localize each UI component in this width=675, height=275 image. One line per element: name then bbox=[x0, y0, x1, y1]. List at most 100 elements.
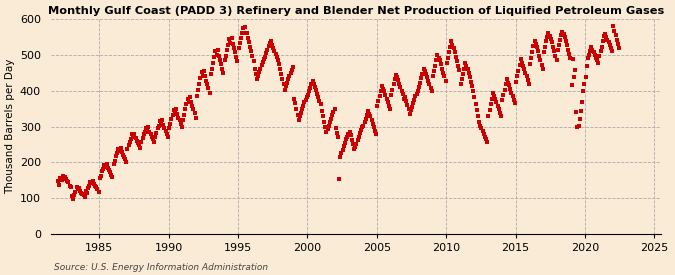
Point bbox=[95, 176, 105, 181]
Point bbox=[307, 78, 318, 83]
Point bbox=[356, 128, 367, 132]
Point bbox=[207, 66, 217, 71]
Point bbox=[372, 104, 383, 108]
Point bbox=[181, 102, 192, 106]
Point bbox=[57, 174, 68, 178]
Point bbox=[612, 38, 622, 42]
Point bbox=[168, 108, 179, 112]
Point bbox=[93, 189, 104, 194]
Point bbox=[343, 131, 354, 136]
Point bbox=[359, 120, 370, 124]
Point bbox=[605, 46, 616, 50]
Point bbox=[281, 84, 292, 89]
Point bbox=[224, 37, 235, 41]
Point bbox=[127, 132, 138, 137]
Point bbox=[560, 39, 571, 43]
Point bbox=[578, 89, 589, 94]
Point bbox=[83, 186, 94, 190]
Point bbox=[252, 77, 263, 81]
Text: Source: U.S. Energy Information Administration: Source: U.S. Energy Information Administ… bbox=[54, 263, 268, 272]
Point bbox=[256, 63, 267, 67]
Point bbox=[374, 94, 385, 98]
Point bbox=[69, 192, 80, 197]
Point bbox=[485, 102, 496, 106]
Point bbox=[90, 183, 101, 188]
Point bbox=[322, 127, 333, 131]
Point bbox=[271, 54, 282, 59]
Point bbox=[450, 50, 460, 54]
Point bbox=[213, 53, 224, 58]
Point bbox=[288, 65, 298, 70]
Point bbox=[554, 43, 564, 47]
Point bbox=[380, 93, 391, 97]
Point bbox=[406, 104, 417, 109]
Point bbox=[335, 155, 346, 159]
Point bbox=[247, 53, 258, 58]
Point bbox=[382, 100, 393, 104]
Point bbox=[580, 75, 591, 79]
Point bbox=[344, 130, 355, 134]
Point bbox=[184, 100, 194, 104]
Point bbox=[229, 46, 240, 51]
Point bbox=[219, 58, 230, 62]
Point bbox=[495, 114, 506, 119]
Point bbox=[398, 92, 408, 97]
Point bbox=[119, 155, 130, 159]
Point bbox=[404, 112, 415, 116]
Point bbox=[140, 126, 151, 131]
Point bbox=[364, 112, 375, 116]
Point bbox=[427, 73, 438, 78]
Point bbox=[283, 77, 294, 81]
Point bbox=[254, 70, 265, 74]
Point bbox=[513, 69, 524, 73]
Point bbox=[260, 54, 271, 59]
Point bbox=[466, 84, 477, 89]
Point bbox=[458, 71, 468, 76]
Point bbox=[189, 111, 200, 115]
Point bbox=[448, 46, 459, 50]
Point bbox=[383, 104, 394, 108]
Point bbox=[460, 60, 470, 65]
Point bbox=[262, 47, 273, 52]
Point bbox=[433, 56, 444, 60]
Point bbox=[145, 132, 156, 137]
Point bbox=[119, 157, 130, 162]
Point bbox=[350, 145, 360, 150]
Point bbox=[208, 60, 219, 65]
Point bbox=[180, 107, 191, 112]
Point bbox=[135, 146, 146, 150]
Point bbox=[456, 77, 467, 81]
Point bbox=[227, 42, 238, 46]
Point bbox=[544, 34, 555, 39]
Point bbox=[205, 90, 215, 95]
Point bbox=[211, 53, 222, 57]
Point bbox=[291, 107, 302, 112]
Point bbox=[315, 102, 326, 106]
Point bbox=[366, 118, 377, 122]
Point bbox=[87, 179, 98, 183]
Point bbox=[252, 73, 263, 78]
Point bbox=[203, 86, 214, 90]
Point bbox=[165, 122, 176, 126]
Point bbox=[284, 73, 295, 78]
Point bbox=[537, 67, 548, 72]
Point bbox=[462, 67, 473, 72]
Point bbox=[570, 68, 580, 72]
Point bbox=[373, 98, 384, 103]
Point bbox=[178, 118, 188, 122]
Point bbox=[323, 123, 334, 128]
Point bbox=[59, 174, 70, 179]
Point bbox=[596, 45, 607, 49]
Point bbox=[387, 88, 398, 92]
Point bbox=[439, 74, 450, 79]
Point bbox=[173, 116, 184, 120]
Point bbox=[213, 47, 223, 52]
Point bbox=[451, 54, 462, 59]
Point bbox=[503, 81, 514, 85]
Point bbox=[375, 89, 386, 93]
Point bbox=[416, 76, 427, 80]
Point bbox=[202, 82, 213, 86]
Point bbox=[510, 101, 520, 105]
Point bbox=[541, 39, 551, 43]
Point bbox=[443, 56, 454, 60]
